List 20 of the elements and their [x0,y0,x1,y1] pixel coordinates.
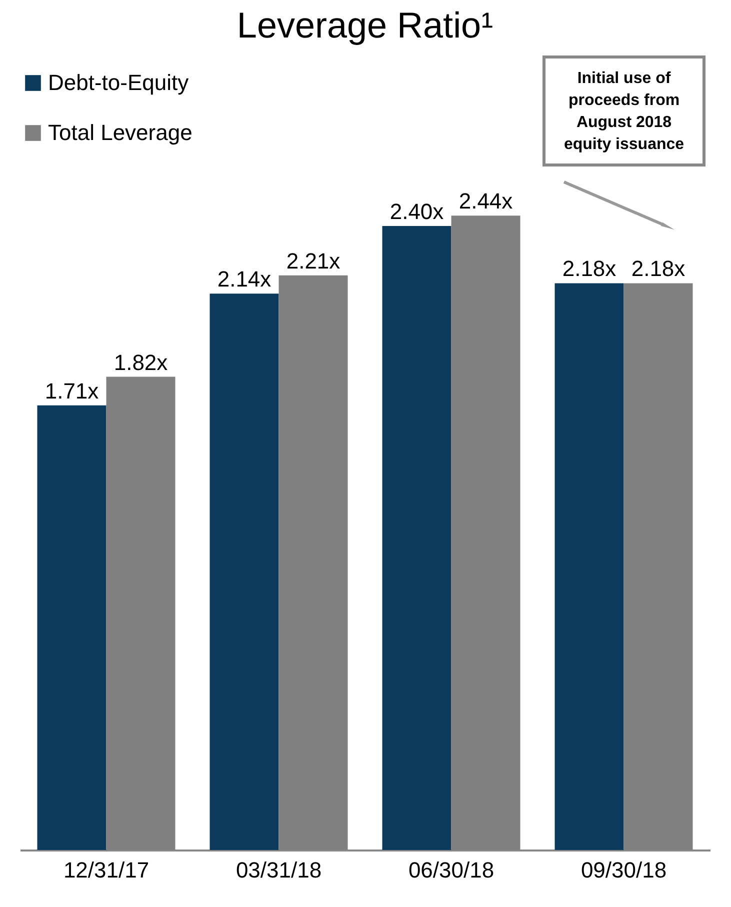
annotation: Initial use of proceeds from August 2018 equity issuance [564,70,684,153]
data-label: 2.44x [458,188,513,214]
data-label: 2.18x [631,256,686,282]
bar [37,405,106,850]
data-label: 2.21x [286,248,340,274]
data-label: 2.18x [562,256,616,282]
x-tick-label: 03/31/18 [236,858,322,882]
x-tick-label: 12/31/17 [63,858,150,882]
data-label: 1.82x [114,350,168,375]
legend-label: Debt-to-Equity [48,70,189,95]
data-label: 2.40x [390,199,444,224]
bar [382,226,452,850]
data-label: 2.14x [217,266,272,292]
x-tick-label: 09/30/18 [580,858,667,882]
bar [554,283,624,850]
legend-label: Total Leverage [48,120,192,145]
x-tick-label: 06/30/18 [408,858,494,882]
data-label: 1.71x [44,378,99,404]
chart-title: Leverage Ratio¹ [236,4,494,46]
bar [210,294,279,850]
